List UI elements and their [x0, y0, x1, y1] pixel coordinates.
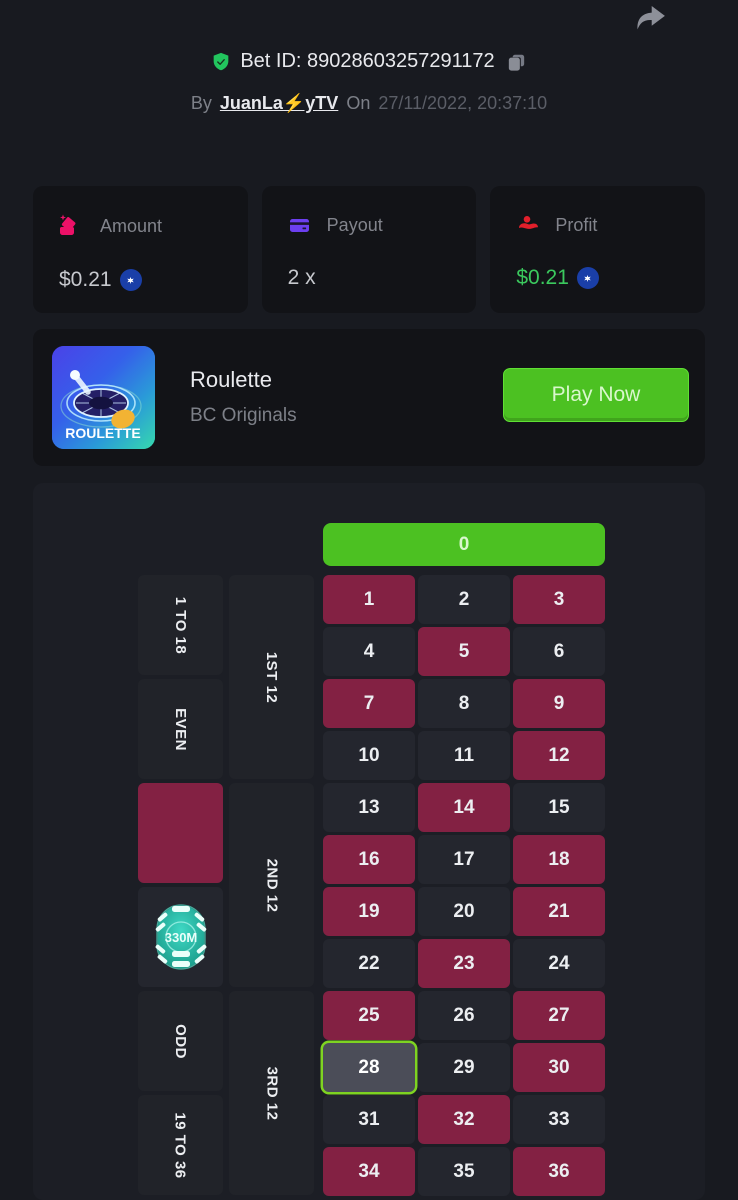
- svg-text:ROULETTE: ROULETTE: [65, 425, 140, 441]
- svg-text:330M: 330M: [164, 930, 197, 945]
